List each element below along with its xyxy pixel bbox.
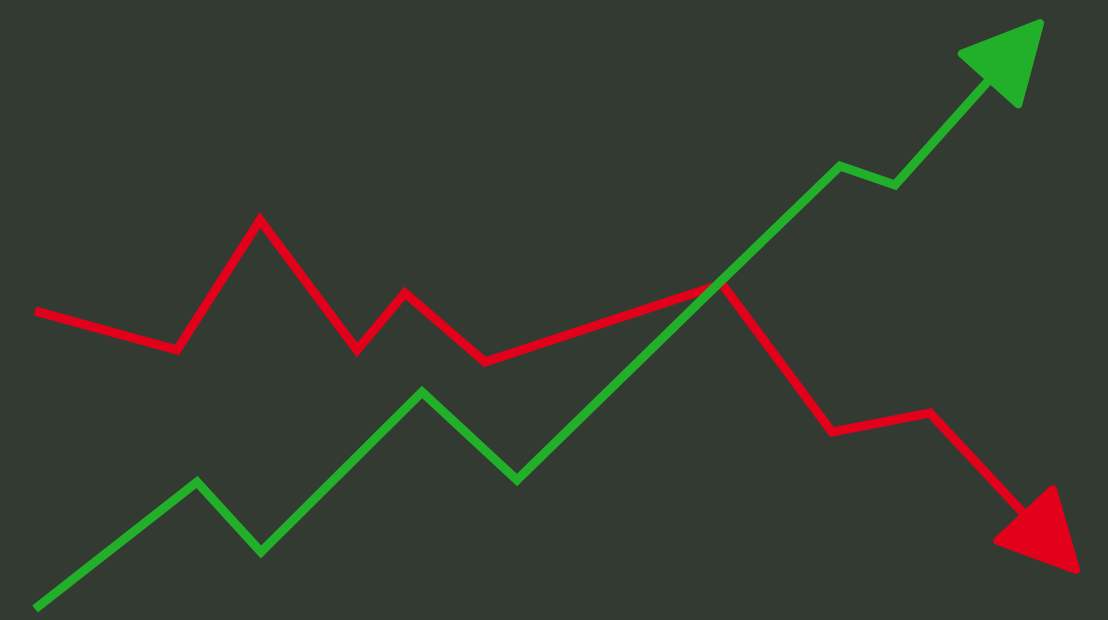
series-up [32, 19, 1045, 613]
series-line-down [33, 212, 1029, 519]
arrow-down-icon [993, 485, 1081, 574]
series-down [33, 212, 1081, 574]
arrow-up-icon [957, 19, 1045, 109]
